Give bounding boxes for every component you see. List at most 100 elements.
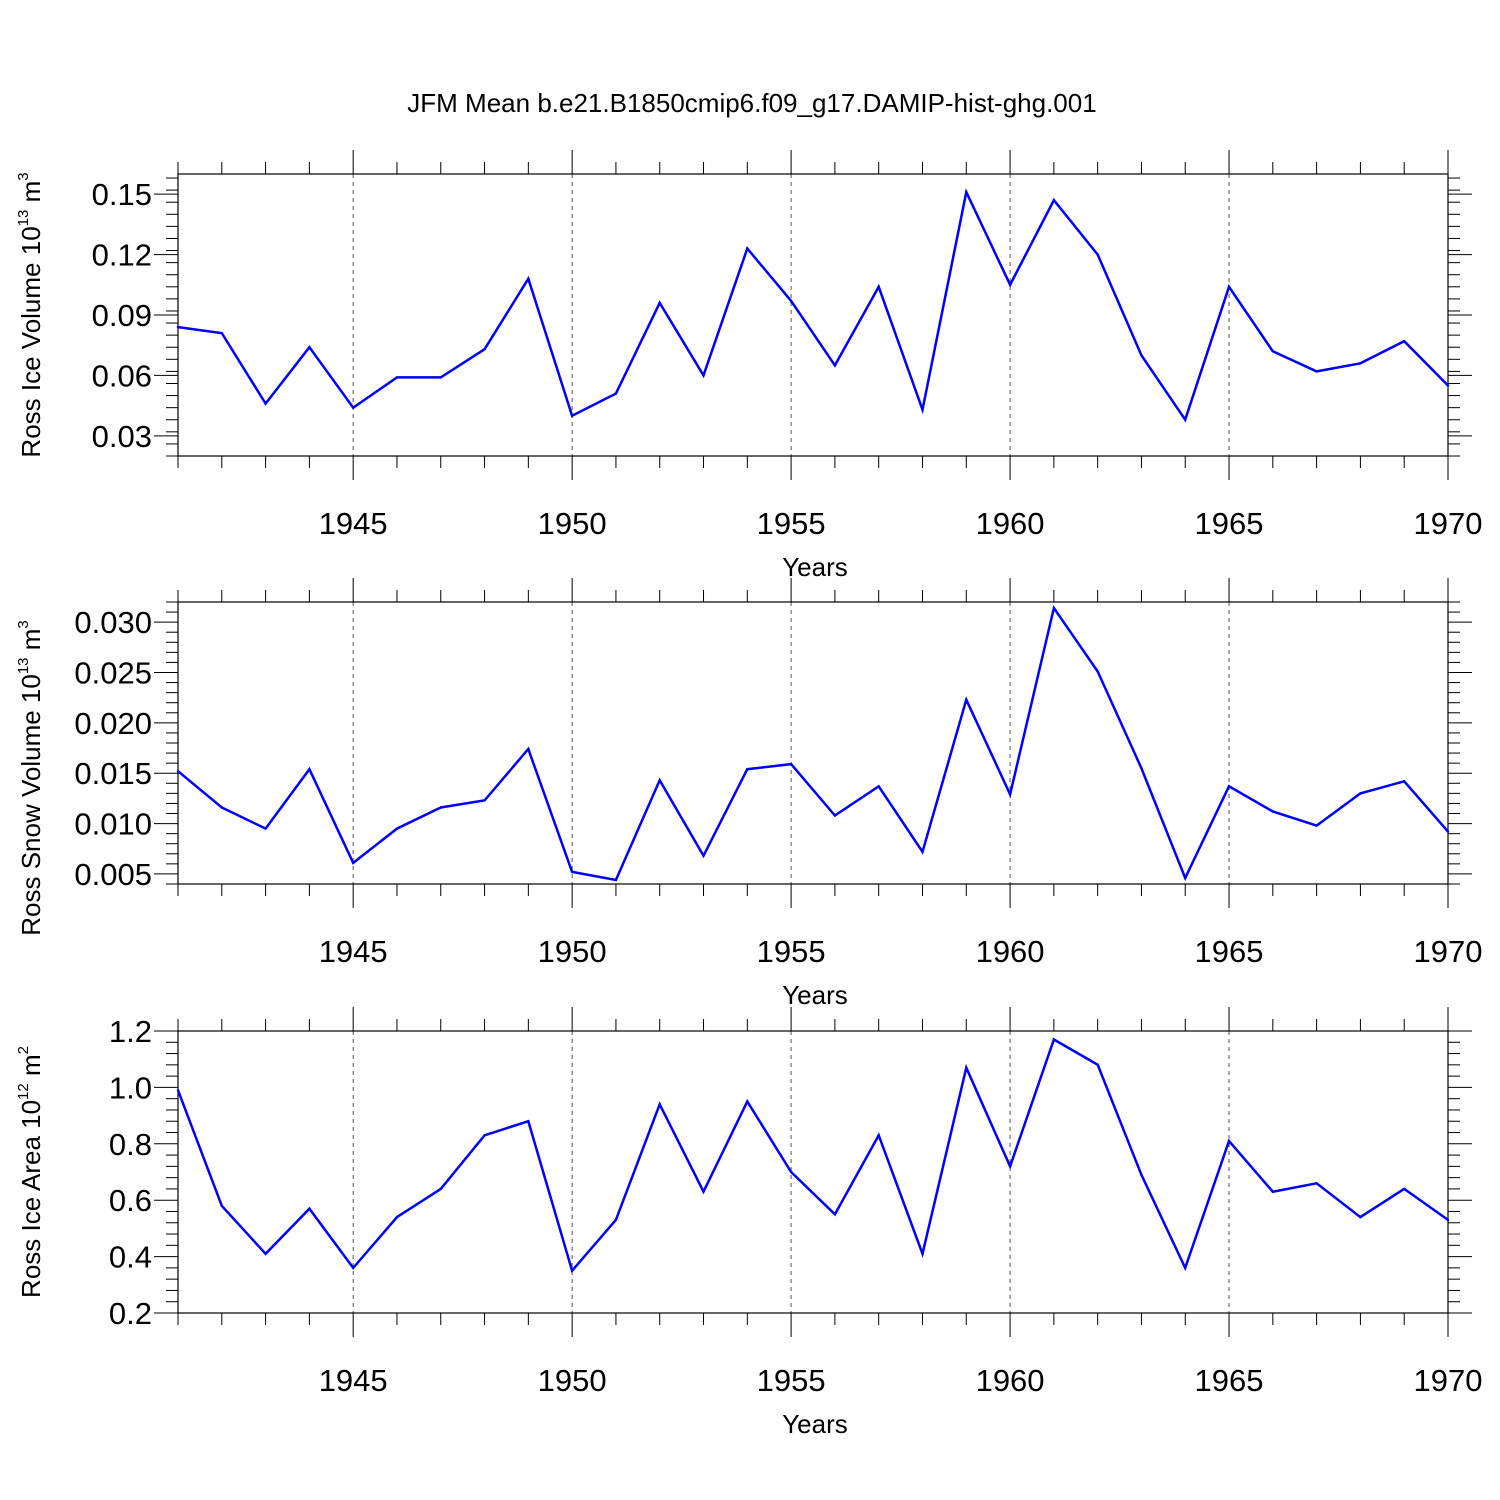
plot-frame (177, 173, 1449, 457)
data-point (702, 1190, 705, 1193)
data-point (483, 348, 486, 351)
data-point (1227, 1139, 1231, 1143)
x-tick-label: 1955 (757, 506, 826, 541)
data-point (1184, 876, 1187, 880)
data-point (658, 301, 661, 305)
y-axis-label: Ross Snow Volume 1013 m3 (15, 620, 46, 936)
x-axis-label: Years (782, 552, 848, 582)
data-point (395, 1215, 399, 1219)
data-point (1315, 1182, 1318, 1185)
y-tick-label: 0.06 (92, 358, 152, 393)
data-point (1227, 285, 1231, 288)
x-tick-label: 1960 (976, 1363, 1045, 1398)
x-tick-label: 1950 (538, 1363, 607, 1398)
data-point (220, 806, 223, 809)
data-point (351, 406, 355, 409)
data-point (1184, 1266, 1187, 1270)
data-point (789, 299, 793, 303)
data-point (351, 1266, 355, 1270)
y-tick-label: 0.4 (109, 1240, 152, 1275)
data-point (264, 827, 267, 830)
y-tick-label: 0.09 (92, 298, 152, 333)
chart-title: JFM Mean b.e21.B1850cmip6.f09_g17.DAMIP-… (407, 88, 1096, 118)
data-point (614, 1218, 618, 1222)
y-tick-label: 0.6 (109, 1183, 152, 1218)
data-point (1140, 354, 1143, 357)
series-line (176, 1037, 1449, 1274)
y-tick-label: 0.12 (92, 238, 152, 273)
chart-panel-1: 0.03 0.06 0.09 0.12 0.15 1945 1950 1955 1960 1965… (15, 150, 1482, 582)
x-axis-label: Years (782, 980, 848, 1010)
data-point (176, 770, 180, 773)
data-point (833, 364, 837, 367)
data-point (570, 870, 574, 874)
data-point (1446, 1218, 1450, 1222)
data-point (833, 1213, 837, 1216)
data-point (658, 779, 661, 782)
x-tick-label: 1970 (1414, 934, 1483, 969)
data-point (1315, 370, 1318, 373)
data-point (658, 1103, 661, 1106)
data-point (527, 747, 530, 751)
data-point (1359, 362, 1362, 365)
data-point (483, 799, 486, 802)
y-tick-label: 0.005 (74, 857, 152, 892)
x-tick-label: 1965 (1195, 1363, 1264, 1398)
chart-panel-2: 0.005 0.010 0.015 0.020 0.025 0.030 1945 1950 19… (15, 578, 1482, 1010)
x-tick-label: 1945 (319, 506, 388, 541)
x-tick-label: 1965 (1195, 934, 1264, 969)
data-point (614, 392, 618, 395)
series-line (177, 604, 1449, 882)
data-point (1403, 339, 1406, 343)
y-tick-label: 0.03 (92, 419, 152, 454)
data-point (877, 285, 880, 288)
data-point (483, 1134, 486, 1137)
data-point (439, 806, 442, 809)
data-point (965, 698, 968, 701)
data-point (308, 346, 311, 349)
data-point (1140, 1173, 1143, 1177)
y-tick-label: 1.2 (109, 1014, 152, 1049)
data-point (614, 878, 618, 882)
data-point (789, 1170, 793, 1174)
data-point (308, 1207, 311, 1210)
y-tick-label: 1.0 (109, 1070, 152, 1105)
data-point (1184, 418, 1187, 421)
x-axis-label: Years (782, 1409, 848, 1439)
y-tick-label: 0.8 (109, 1127, 152, 1162)
data-point (570, 414, 574, 417)
data-point (308, 767, 311, 771)
y-tick-label: 0.020 (74, 706, 152, 741)
y-axis-label: Ross Ice Volume 1013 m3 (15, 172, 46, 457)
plot-frame (177, 1030, 1449, 1314)
data-point (439, 1187, 442, 1191)
data-point (351, 861, 355, 865)
data-point (439, 376, 442, 379)
data-point (1008, 283, 1012, 286)
data-point (921, 408, 924, 411)
data-point (1096, 670, 1099, 673)
data-point (264, 402, 267, 405)
y-tick-label: 0.025 (74, 656, 152, 691)
panels-group: 0.03 0.06 0.09 0.12 0.15 1945 1950 1955 1960 1965… (15, 150, 1482, 1439)
data-point (527, 1120, 530, 1123)
data-point (220, 331, 223, 335)
data-point (877, 785, 880, 788)
x-tick-label: 1960 (976, 506, 1045, 541)
y-tick-label: 0.15 (92, 177, 152, 212)
x-tick-label: 1945 (319, 1363, 388, 1398)
data-point (702, 854, 705, 857)
data-point (395, 376, 399, 379)
data-point (1052, 1038, 1056, 1041)
data-point (527, 277, 530, 280)
data-point (176, 325, 180, 329)
data-point (746, 1100, 749, 1103)
data-point (220, 1204, 223, 1208)
data-point (746, 247, 749, 250)
data-point (395, 827, 399, 830)
data-point (921, 850, 924, 853)
x-tick-label: 1960 (976, 934, 1045, 969)
data-point (176, 1089, 180, 1092)
data-point (1359, 792, 1362, 795)
